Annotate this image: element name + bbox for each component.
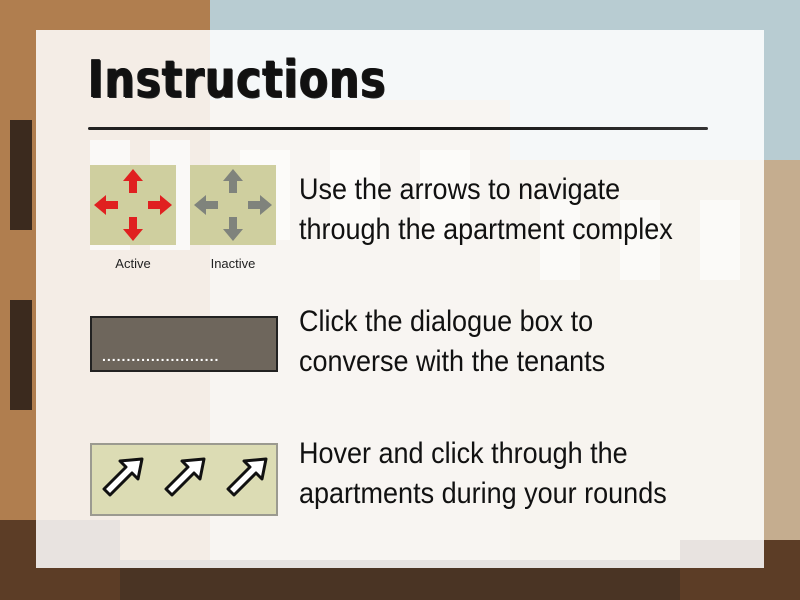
dialogue-box-example: ........................: [90, 316, 278, 372]
instruction-line: converse with the tenants: [299, 345, 606, 378]
cursor-arrow-icon: [164, 457, 206, 497]
inactive-arrows-icon: [190, 165, 276, 245]
instruction-navigate: Use the arrows to navigate through the a…: [299, 170, 740, 250]
title-divider: [88, 127, 708, 130]
instruction-dialogue: Click the dialogue box to converse with …: [299, 302, 740, 382]
cursor-arrow-icon: [226, 457, 268, 497]
active-arrows-icon: [90, 165, 176, 245]
pointer-example-box: [90, 443, 278, 516]
instructions-panel: Instructions Active Inactive Use the arr…: [36, 30, 764, 568]
page-title: Instructions: [88, 50, 387, 110]
instruction-line: Hover and click through the: [299, 437, 628, 470]
instruction-line: Use the arrows to navigate: [299, 173, 621, 206]
inactive-label: Inactive: [210, 256, 256, 271]
active-label: Active: [115, 256, 151, 271]
instruction-hover: Hover and click through the apartments d…: [299, 434, 740, 514]
cursor-arrow-icon: [102, 457, 144, 497]
instruction-line: apartments during your rounds: [299, 477, 667, 510]
instruction-line: Click the dialogue box to: [299, 305, 594, 338]
dialogue-dots: ........................: [102, 348, 220, 364]
instruction-line: through the apartment complex: [299, 213, 673, 246]
